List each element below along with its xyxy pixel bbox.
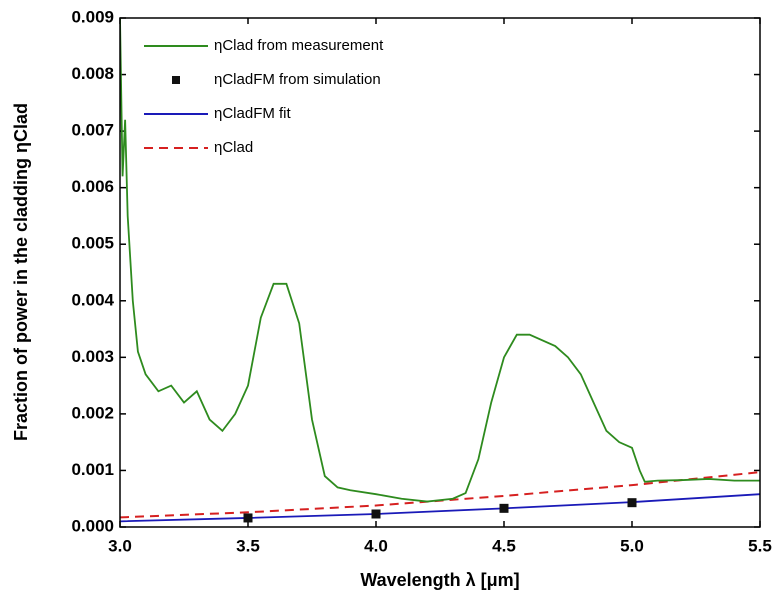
marker bbox=[371, 509, 381, 519]
x-tick-label: 5.5 bbox=[748, 536, 772, 555]
x-tick-label: 4.5 bbox=[492, 536, 516, 555]
y-tick-label: 0.004 bbox=[71, 290, 114, 309]
legend-label: ηClad bbox=[214, 139, 253, 156]
legend-label: ηCladFM fit bbox=[214, 105, 292, 122]
y-axis-label: Fraction of power in the cladding ηClad bbox=[11, 103, 31, 441]
y-tick-label: 0.009 bbox=[71, 7, 114, 26]
y-tick-label: 0.005 bbox=[71, 234, 114, 253]
y-tick-label: 0.000 bbox=[71, 516, 114, 535]
y-tick-label: 0.001 bbox=[71, 460, 114, 479]
marker bbox=[499, 503, 509, 513]
y-tick-label: 0.008 bbox=[71, 64, 114, 83]
series-line bbox=[120, 493, 760, 523]
legend-marker bbox=[172, 76, 180, 84]
legend-label: ηClad from measurement bbox=[214, 37, 384, 54]
x-tick-label: 3.5 bbox=[236, 536, 260, 555]
x-tick-label: 5.0 bbox=[620, 536, 644, 555]
series-line bbox=[120, 18, 760, 503]
y-tick-label: 0.006 bbox=[71, 177, 114, 196]
marker bbox=[627, 498, 637, 508]
x-tick-label: 3.0 bbox=[108, 536, 132, 555]
x-tick-label: 4.0 bbox=[364, 536, 388, 555]
x-axis-label: Wavelength λ [μm] bbox=[360, 570, 519, 590]
y-tick-label: 0.003 bbox=[71, 347, 114, 366]
marker bbox=[243, 513, 253, 523]
y-tick-label: 0.007 bbox=[71, 121, 114, 140]
legend-label: ηCladFM from simulation bbox=[214, 71, 381, 88]
plot-frame bbox=[119, 17, 761, 528]
y-tick-label: 0.002 bbox=[71, 403, 114, 422]
